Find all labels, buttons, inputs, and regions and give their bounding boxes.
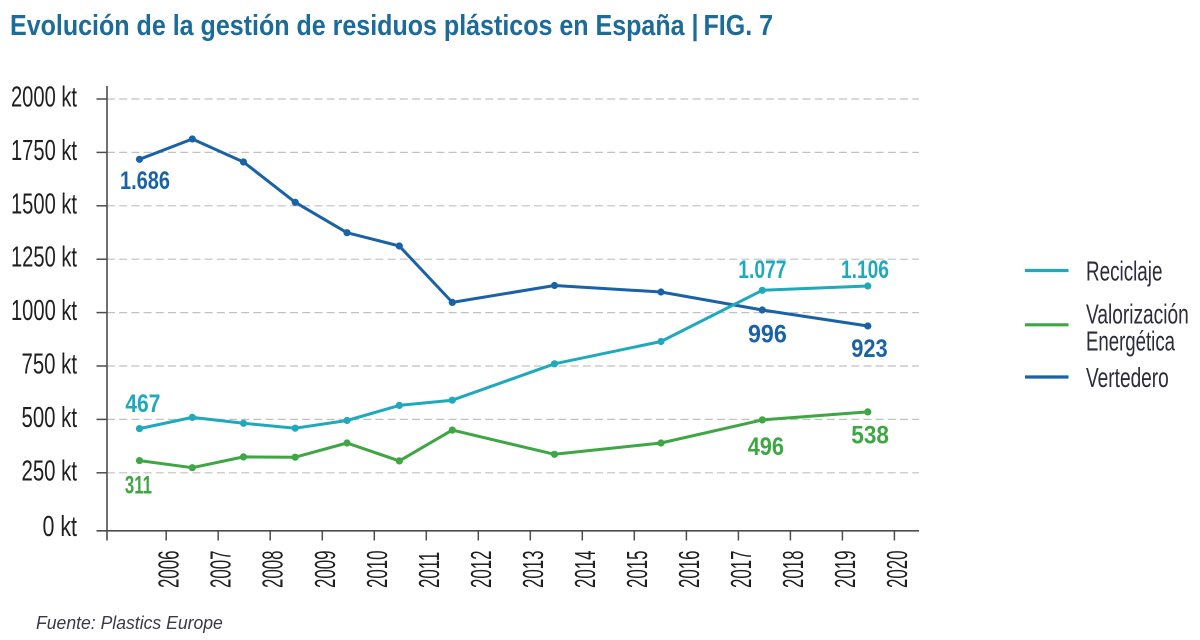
- svg-text:538: 538: [851, 422, 889, 450]
- svg-text:Valorización: Valorización: [1086, 299, 1189, 331]
- svg-text:2006: 2006: [154, 551, 186, 588]
- svg-text:0 kt: 0 kt: [43, 511, 77, 543]
- svg-text:2007: 2007: [206, 551, 238, 588]
- svg-text:496: 496: [748, 433, 784, 461]
- svg-text:1500 kt: 1500 kt: [11, 188, 77, 221]
- svg-text:996: 996: [748, 321, 787, 349]
- svg-text:1250 kt: 1250 kt: [11, 241, 77, 274]
- svg-text:Vertedero: Vertedero: [1086, 362, 1169, 394]
- svg-text:2014: 2014: [570, 551, 602, 588]
- svg-text:1.106: 1.106: [841, 256, 889, 284]
- svg-text:2010: 2010: [362, 551, 394, 588]
- svg-text:2009: 2009: [310, 551, 342, 588]
- svg-text:Energética: Energética: [1086, 326, 1176, 358]
- svg-text:2015: 2015: [622, 551, 654, 588]
- svg-text:1000 kt: 1000 kt: [11, 295, 77, 328]
- svg-text:2019: 2019: [830, 551, 862, 588]
- svg-text:750 kt: 750 kt: [22, 348, 78, 380]
- svg-text:2011: 2011: [414, 552, 446, 588]
- svg-text:1.077: 1.077: [738, 256, 786, 284]
- svg-text:311: 311: [125, 471, 152, 499]
- svg-text:Reciclaje: Reciclaje: [1086, 256, 1162, 288]
- svg-text:Evolución de la gestión de res: Evolución de la gestión de residuos plás…: [10, 8, 773, 41]
- svg-text:2016: 2016: [674, 551, 706, 588]
- svg-text:923: 923: [851, 335, 887, 363]
- svg-text:500 kt: 500 kt: [22, 401, 78, 433]
- svg-text:Fuente: Plastics Europe: Fuente: Plastics Europe: [36, 613, 223, 633]
- svg-text:1750 kt: 1750 kt: [11, 134, 77, 167]
- svg-text:467: 467: [125, 389, 160, 417]
- svg-text:2013: 2013: [518, 551, 550, 588]
- svg-text:2017: 2017: [726, 551, 758, 588]
- svg-text:2020: 2020: [882, 551, 914, 588]
- svg-text:1.686: 1.686: [120, 167, 170, 195]
- svg-text:250 kt: 250 kt: [22, 455, 78, 487]
- svg-text:2000 kt: 2000 kt: [11, 81, 77, 114]
- svg-text:2008: 2008: [258, 551, 290, 588]
- svg-text:2018: 2018: [778, 551, 810, 588]
- svg-text:2012: 2012: [466, 551, 498, 588]
